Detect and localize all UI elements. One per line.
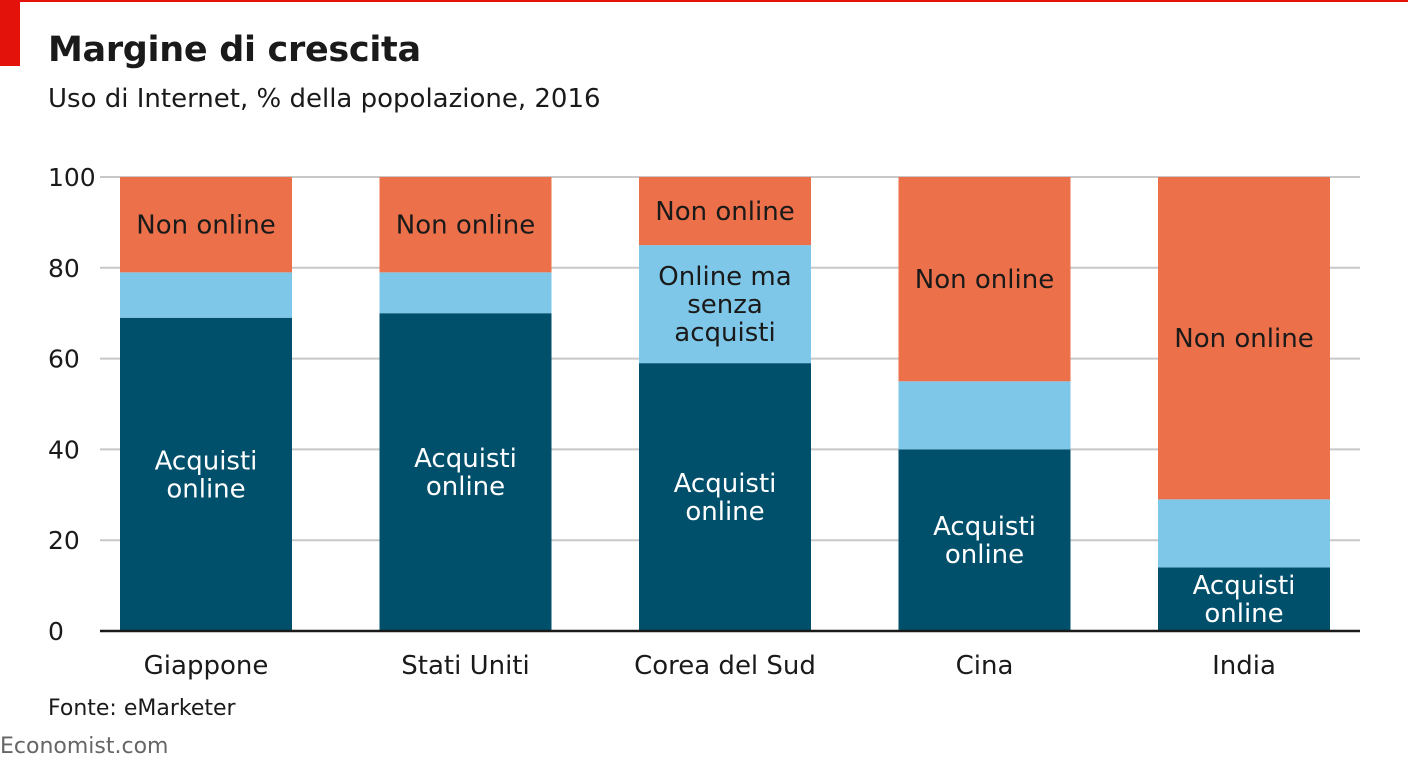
bar-segment-online-senza-acquisti [639,245,811,364]
segment-label: online [1204,599,1283,629]
bar-segment-online-senza-acquisti [379,272,552,314]
y-tick-label: 80 [48,254,80,283]
segment-label: Online ma [658,262,791,292]
segment-label: Non online [136,211,275,241]
segment-label: Acquisti [414,444,517,474]
bar-segment-non-online [898,177,1071,382]
bar-segment-online-senza-acquisti [898,381,1071,450]
bar-segment-acquisti-online [1158,567,1330,631]
chart-subtitle: Uso di Internet, % della popolazione, 20… [48,84,601,114]
bar-segment-non-online [379,177,552,273]
segment-label: Non online [655,197,794,227]
bar-segment-acquisti-online [898,449,1071,631]
segment-label: Acquisti [1193,571,1296,601]
x-category-label: India [1212,651,1276,681]
bar-segment-non-online [639,177,811,246]
y-tick-label: 0 [48,617,64,646]
brand-red-tag [0,0,20,66]
bar-segment-online-senza-acquisti [120,272,292,318]
bar-segment-non-online [1158,177,1330,500]
top-rule [0,0,1408,2]
chart-title: Margine di crescita [48,30,421,70]
segment-label: online [426,472,505,502]
segment-label: online [685,497,764,527]
segment-label: Non online [396,211,535,241]
segment-label: Non online [1174,324,1313,354]
segment-label: Acquisti [674,469,777,499]
segment-label: senza [687,290,763,320]
segment-label: Non online [915,265,1054,295]
segment-label: acquisti [674,318,775,348]
segment-label: Acquisti [933,512,1036,542]
brand-credit: Economist.com [0,734,169,759]
y-tick-label: 40 [48,435,80,464]
y-tick-label: 60 [48,345,80,374]
bar-segment-acquisti-online [120,317,292,631]
segment-label: Acquisti [155,446,258,476]
segment-label: online [166,474,245,504]
segment-label: online [945,540,1024,570]
bar-segment-acquisti-online [639,363,811,631]
x-category-label: Giappone [144,651,269,681]
x-category-label: Stati Uniti [401,651,529,681]
bar-segment-online-senza-acquisti [1158,499,1330,568]
y-tick-label: 20 [48,526,80,555]
bar-segment-non-online [120,177,292,273]
source-note: Fonte: eMarketer [48,696,236,721]
y-tick-label: 100 [48,163,96,192]
x-category-label: Cina [956,651,1014,681]
x-category-label: Corea del Sud [634,651,816,681]
bar-segment-acquisti-online [379,313,552,631]
